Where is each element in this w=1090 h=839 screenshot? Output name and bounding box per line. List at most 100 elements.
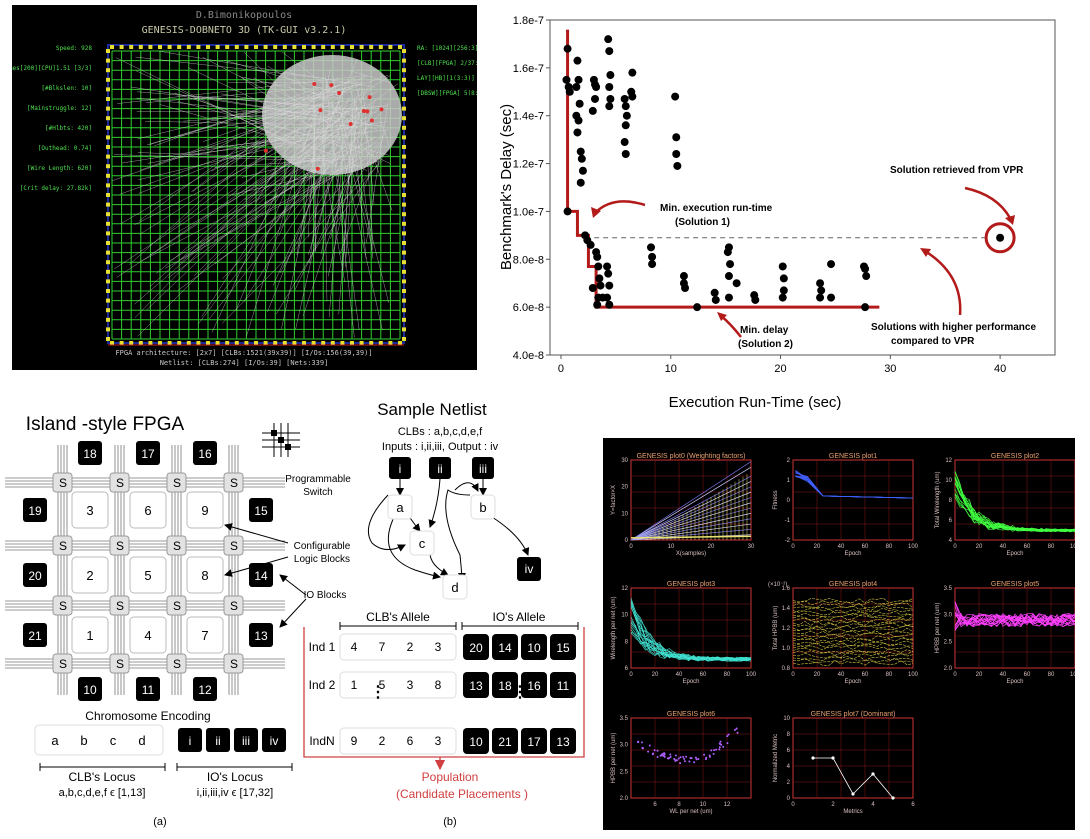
plot-x-tick: 12 bbox=[724, 802, 731, 808]
arrow-to-io-14 bbox=[280, 575, 306, 595]
plot-y-tick: -2 bbox=[785, 538, 791, 544]
plot-x-label: Epoch bbox=[682, 679, 699, 685]
arrow-higher-perf bbox=[925, 251, 960, 315]
plot-title: GENESIS plot0 (Weighting factors) bbox=[637, 453, 746, 460]
switch-label: S bbox=[230, 476, 238, 490]
switch-label: S bbox=[116, 599, 124, 613]
solution-point bbox=[594, 262, 602, 270]
solution-point bbox=[575, 117, 583, 125]
plot-y-tick: 2.0 bbox=[944, 666, 953, 672]
plot-x-label: Epoch bbox=[1006, 679, 1023, 685]
fpga-author: D.Bimonikopoulos bbox=[196, 10, 292, 21]
switch-label: S bbox=[173, 657, 181, 671]
clb-allele-value: 3 bbox=[435, 734, 442, 748]
plot-title: GENESIS plot5 bbox=[991, 581, 1039, 588]
solution-point bbox=[622, 121, 630, 129]
clb-allele-value: 4 bbox=[351, 640, 358, 654]
io-number: 20 bbox=[28, 569, 42, 583]
switch-label: S bbox=[116, 657, 124, 671]
plot-y-label: HPBB per net (um) bbox=[611, 733, 617, 784]
plot-y-label: Y=factor×X bbox=[611, 485, 617, 515]
clb-number: 8 bbox=[201, 568, 208, 583]
io-allele-value: 10 bbox=[469, 735, 483, 749]
solution-point bbox=[576, 100, 584, 108]
clb-number: 6 bbox=[144, 503, 151, 518]
netlist-clb-label: a bbox=[396, 500, 404, 515]
plot-x-tick: 100 bbox=[746, 672, 757, 678]
plot-y-tick: 30 bbox=[621, 458, 628, 464]
plot-frame bbox=[550, 20, 1055, 355]
io-number: 13 bbox=[254, 629, 268, 643]
individual-name: IndN bbox=[309, 734, 334, 748]
y-tick-label: 1.4e-7 bbox=[513, 111, 544, 123]
solution-point bbox=[780, 274, 788, 282]
switch-label: S bbox=[116, 539, 124, 553]
dominant-point bbox=[831, 756, 834, 759]
solution-point bbox=[672, 133, 680, 141]
plot-x-tick: 20 bbox=[652, 672, 659, 678]
plot-y-tick: 10 bbox=[783, 716, 790, 722]
solution-point bbox=[593, 301, 601, 309]
solution-point bbox=[862, 272, 870, 280]
fpga-layout-screenshot: D.Bimonikopoulos GENESIS-DOBNETO 3D (TK-… bbox=[12, 5, 477, 370]
solution-point bbox=[603, 294, 611, 302]
plot-x-tick: 20 bbox=[976, 544, 983, 550]
solution-point bbox=[816, 279, 824, 287]
io-allele-value: 21 bbox=[498, 735, 512, 749]
io-allele-value: 20 bbox=[469, 641, 483, 655]
clb-allele-value: 7 bbox=[379, 640, 386, 654]
plot-y-label: Wirelength per net (um) bbox=[611, 596, 617, 659]
solution-point bbox=[589, 284, 597, 292]
solution-point bbox=[575, 76, 583, 84]
plot-x-tick: 20 bbox=[976, 672, 983, 678]
x-tick-label: 40 bbox=[994, 363, 1006, 375]
io-allele-value: 15 bbox=[556, 641, 570, 655]
plot-x-tick: 40 bbox=[676, 672, 683, 678]
plot-title: GENESIS plot4 bbox=[829, 581, 877, 588]
arrow-to-io-13 bbox=[280, 599, 306, 627]
clb-allele-value: 1 bbox=[351, 678, 358, 692]
plot-x-tick: 100 bbox=[1070, 672, 1075, 678]
netlist-clb-label: c bbox=[419, 536, 426, 551]
plot-x-label: Epoch bbox=[1006, 551, 1023, 557]
vertical-ellipsis-io: ⋮ bbox=[512, 684, 528, 701]
plot-title: GENESIS plot7 (Dominant) bbox=[811, 711, 896, 718]
plot-y-label: HPBB per net (um) bbox=[935, 603, 941, 654]
solution-point bbox=[779, 262, 787, 270]
io-allele-label: IO's Allele bbox=[493, 610, 546, 624]
solution-point bbox=[725, 272, 733, 280]
scatter-plot: 4.0e-86.0e-88.0e-81.0e-71.2e-71.4e-71.6e… bbox=[495, 15, 1085, 415]
io-number: 14 bbox=[254, 569, 268, 583]
plot-x-tick: 10 bbox=[700, 802, 707, 808]
netlist-io-line: Inputs : i,ii,iii, Output : iv bbox=[382, 441, 499, 453]
solution-point bbox=[562, 76, 570, 84]
solution-point bbox=[733, 279, 741, 287]
io-allele-value: 14 bbox=[498, 641, 512, 655]
switch-label: S bbox=[59, 539, 67, 553]
solution-point bbox=[780, 286, 788, 294]
plot-y-tick: 0.8 bbox=[782, 666, 791, 672]
io-allele-value: 17 bbox=[527, 735, 541, 749]
switch-label: S bbox=[59, 657, 67, 671]
y-tick-label: 8.0e-8 bbox=[513, 254, 544, 266]
dominant-point bbox=[811, 756, 814, 759]
clb-allele-value: 9 bbox=[351, 734, 358, 748]
fpga-left-label: Frames[200][CPU]1.51 [3/3] bbox=[12, 65, 92, 72]
switch-label: S bbox=[230, 657, 238, 671]
plot-x-tick: 100 bbox=[908, 672, 919, 678]
io-allele-value: 16 bbox=[527, 679, 541, 693]
caption-b: (b) bbox=[443, 816, 456, 828]
solution-point bbox=[593, 253, 601, 261]
clb-allele-value: 2 bbox=[379, 734, 386, 748]
plot-x-tick: 20 bbox=[708, 544, 715, 550]
solution-point bbox=[622, 102, 630, 110]
solution-point bbox=[861, 265, 869, 273]
solution-point bbox=[591, 95, 599, 103]
plot-x-tick: 30 bbox=[748, 544, 755, 550]
solution-point bbox=[606, 95, 614, 103]
solution-point bbox=[623, 112, 631, 120]
dominant-point bbox=[871, 772, 874, 775]
